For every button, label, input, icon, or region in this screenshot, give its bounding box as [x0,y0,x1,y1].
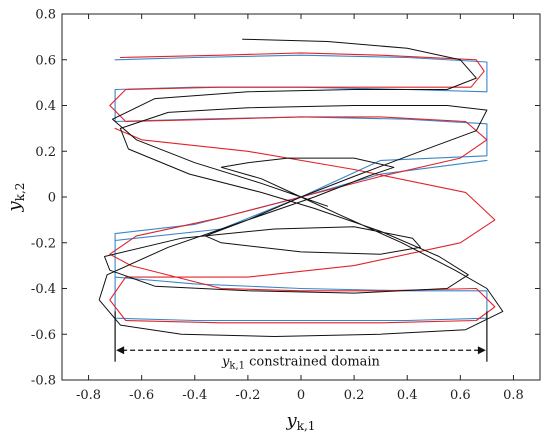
x-tick-label: 0.4 [397,388,418,403]
y-axis-label-var: y [4,200,25,212]
domain-label-rest: constrained domain [245,354,381,369]
domain-label: yk,1 constrained domain [221,354,381,371]
series-line-2 [109,52,496,324]
y-axis-ticks: -0.8 -0.6 -0.4 -0.2 0 0.2 0.4 0.6 0.8 [31,8,540,389]
x-axis-label-sub: k,1 [297,419,316,433]
y-tick-label: 0.8 [35,8,56,23]
x-tick-label: -0.8 [76,388,101,403]
x-axis-label-var: y [286,410,298,431]
x-tick-label: -0.4 [182,388,207,403]
y-tick-label: -0.6 [31,328,56,343]
domain-label-var: y [221,354,230,369]
y-axis-label-sub: k,2 [13,183,27,202]
y-tick-label: 0.4 [35,99,56,114]
y-tick-label: -0.2 [31,236,56,251]
domain-label-sub: k,1 [229,360,245,371]
y-axis-label: yk,2 [4,183,27,213]
x-tick-label: 0.6 [450,388,471,403]
y-tick-label: 0.6 [35,53,56,68]
y-tick-label: 0 [48,191,56,206]
y-tick-label: 0.2 [35,145,56,160]
domain-arrow-right-head [477,346,486,355]
domain-arrow-left-head [116,346,125,355]
x-tick-label: 0.8 [503,388,524,403]
plot-area: -0.8 -0.6 -0.4 -0.2 0 0.2 0.4 0.6 0.8 -0.8-0.6-0… [31,8,541,403]
x-axis-label: yk,1 [286,410,316,433]
domain-label-bg [233,351,369,370]
x-tick-label: -0.2 [235,388,260,403]
y-tick-label: -0.4 [31,282,56,297]
x-tick-label: 0 [297,388,305,403]
x-tick-label: 0.2 [344,388,365,403]
series-line-3 [98,38,504,337]
series-layer [98,38,504,337]
x-tick-label: -0.6 [129,388,154,403]
y-tick-label: -0.8 [31,374,56,389]
constraint-annotation: yk,1 constrained domain [114,311,488,371]
x-axis-ticks: -0.8 -0.6 -0.4 -0.2 0 0.2 0.4 0.6 0.8 [76,14,524,403]
